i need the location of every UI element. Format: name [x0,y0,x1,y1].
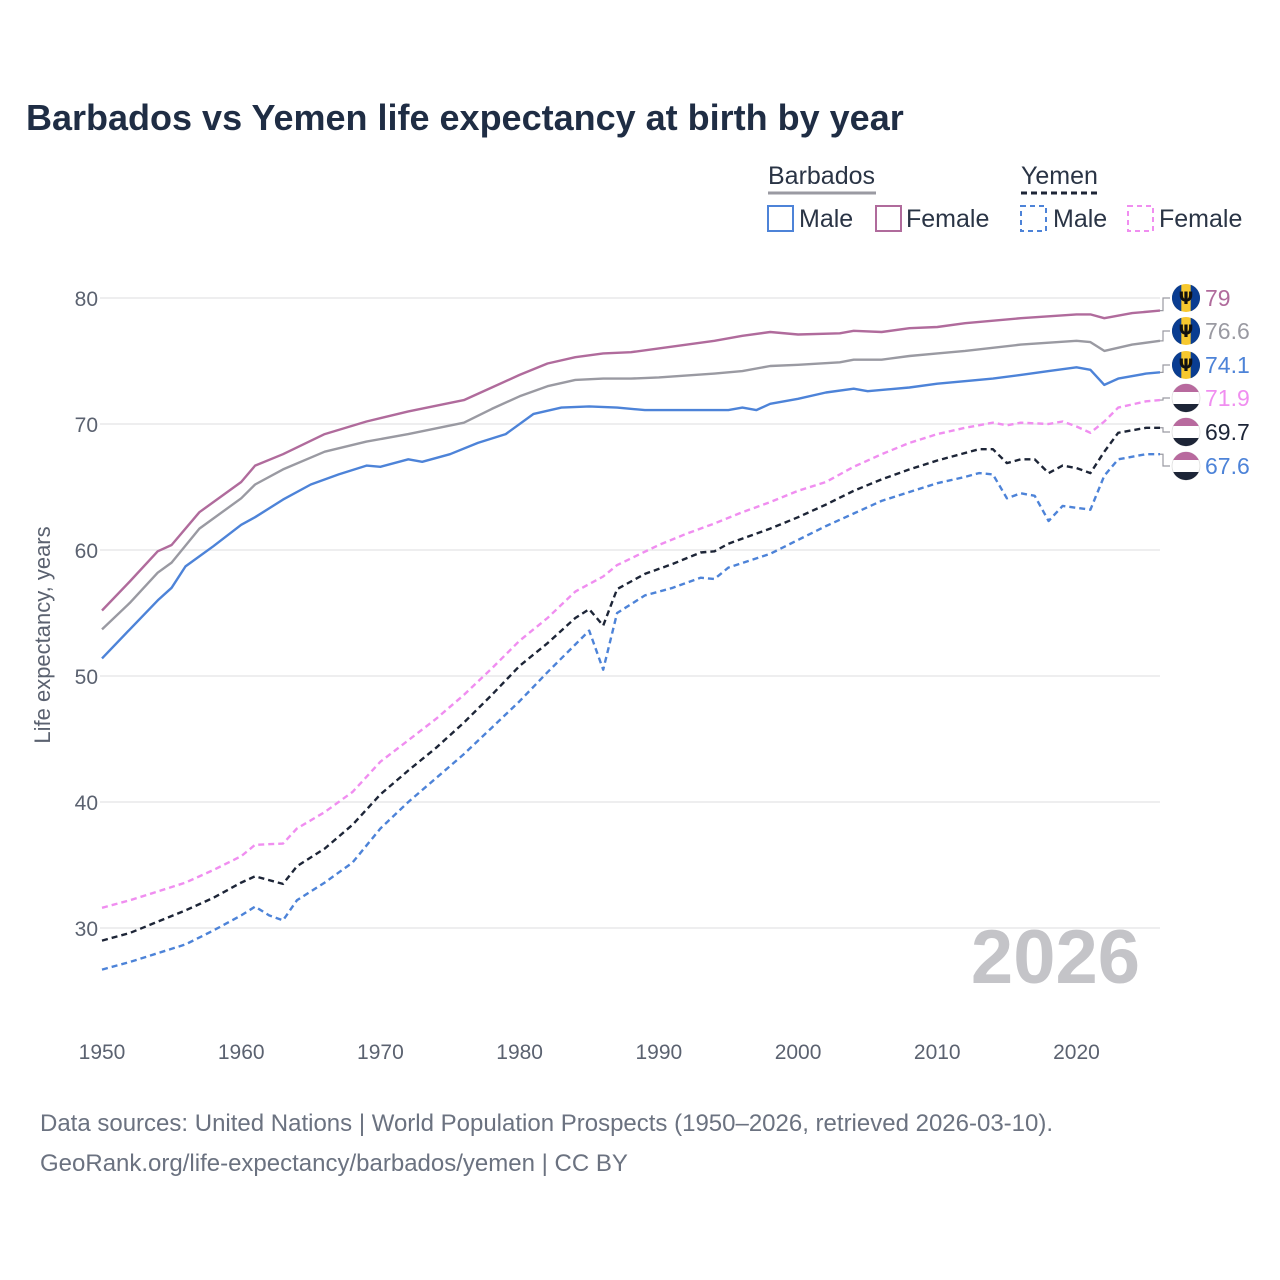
leader-yemen_male [1160,453,1170,467]
leader-barbados_male [1160,364,1170,373]
legend: Barbados Male Female Yemen Male Female [767,162,1242,233]
legend-swatch-barbados-male [767,205,794,232]
end-label-barbados_total: 76.6 [1205,318,1250,344]
source-line-1: Data sources: United Nations | World Pop… [40,1110,1053,1137]
y-tick-label: 70 [75,414,98,437]
legend-swatch-yemen-male [1020,205,1047,232]
current-year-watermark: 2026 [971,915,1140,1000]
line-barbados_total [101,339,1161,631]
x-axis-ticks: 1950 1960 1970 1980 1990 2000 2010 2020 [79,1041,1100,1064]
end-label-yemen_male: 67.6 [1205,453,1250,479]
flag-band-bottom [1173,472,1199,481]
flag-band-left [1171,351,1182,379]
y-tick-label: 30 [75,918,98,941]
legend-label-yemen-female: Female [1159,205,1242,233]
x-tick-label: 1960 [218,1041,265,1064]
line-yemen_total [101,426,1160,942]
x-tick-label: 2000 [775,1041,822,1064]
x-tick-label: 2010 [914,1041,961,1064]
chart-title: Barbados vs Yemen life expectancy at bir… [26,97,904,138]
trident-icon: Ψ [1179,322,1193,342]
y-tick-label: 60 [75,540,98,563]
flag-band-bottom [1173,438,1199,447]
legend-label-barbados-male: Male [799,205,853,233]
y-tick-label: 50 [75,666,98,689]
y-axis-label: Life expectancy, years [30,526,55,743]
y-axis-ticks: 30 40 50 60 70 80 [75,288,98,941]
x-tick-label: 2020 [1053,1041,1100,1064]
line-barbados_female [101,309,1161,612]
flag-band-right [1190,284,1201,312]
leader-yemen_female [1160,397,1170,401]
trident-icon: Ψ [1179,289,1193,309]
y-tick-label: 40 [75,792,98,815]
flag-band-top [1173,451,1199,460]
line-barbados_male [101,366,1161,660]
end-labels: Ψ 79 Ψ 76.6 Ψ 74.1 71.9 69.7 67.6 [1160,284,1250,481]
legend-swatch-barbados-female [875,205,902,232]
legend-group-barbados: Barbados [768,162,875,190]
end-label-yemen_total: 69.7 [1205,419,1250,445]
x-tick-label: 1970 [357,1041,404,1064]
end-label-barbados_female: 79 [1205,285,1231,311]
flag-band-top [1173,383,1199,392]
trident-icon: Ψ [1179,356,1193,376]
y-tick-label: 80 [75,288,98,311]
end-label-yemen_female: 71.9 [1205,385,1250,411]
end-label-barbados_male: 74.1 [1205,352,1250,378]
gridlines [100,297,1160,929]
leader-barbados_female [1160,297,1170,312]
flag-band-right [1190,351,1201,379]
flag-band-right [1190,317,1201,345]
legend-label-yemen-male: Male [1053,205,1107,233]
x-tick-label: 1990 [635,1041,682,1064]
line-yemen_male [101,453,1160,971]
legend-swatch-yemen-female [1127,205,1154,232]
leader-barbados_total [1160,330,1170,342]
source-line-2: GeoRank.org/life-expectancy/barbados/yem… [40,1150,628,1177]
x-tick-label: 1980 [496,1041,543,1064]
legend-group-yemen: Yemen [1021,162,1098,190]
flag-band-left [1171,284,1182,312]
line-yemen_female [101,398,1161,909]
x-tick-label: 1950 [79,1041,126,1064]
legend-label-barbados-female: Female [906,205,989,233]
flag-band-left [1171,317,1182,345]
flag-band-bottom [1173,404,1199,413]
series-lines [101,309,1161,971]
leader-yemen_total [1160,427,1170,433]
flag-band-top [1173,417,1199,426]
